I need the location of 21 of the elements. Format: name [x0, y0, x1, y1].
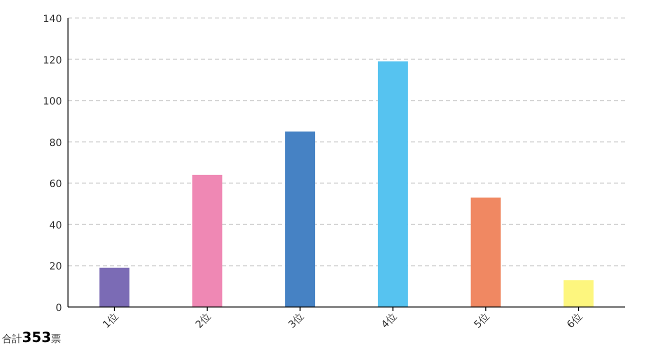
y-tick-label: 120: [42, 55, 62, 66]
y-tick-label: 60: [49, 179, 62, 190]
bar: [192, 174, 222, 307]
x-tick-label: 4位: [378, 310, 400, 331]
y-tick-label: 100: [42, 96, 62, 108]
y-tick-label: 40: [49, 220, 62, 232]
x-tick-label: 6位: [564, 310, 585, 331]
x-tick-label: 1位: [100, 310, 121, 331]
bar: [564, 280, 594, 307]
y-tick-label: 80: [49, 138, 62, 149]
y-tick-label: 140: [42, 14, 62, 25]
bar: [99, 268, 130, 307]
x-tick-label: 3位: [286, 310, 306, 331]
x-tick-label: 5位: [472, 310, 492, 331]
text: 合計353票: [2, 330, 62, 346]
y-tick-label: 0: [56, 303, 62, 314]
bar: [378, 61, 408, 307]
y-tick-label: 20: [49, 262, 62, 273]
x-tick-label: 2位: [193, 310, 214, 331]
bar: [470, 198, 501, 307]
bar: [285, 132, 316, 307]
